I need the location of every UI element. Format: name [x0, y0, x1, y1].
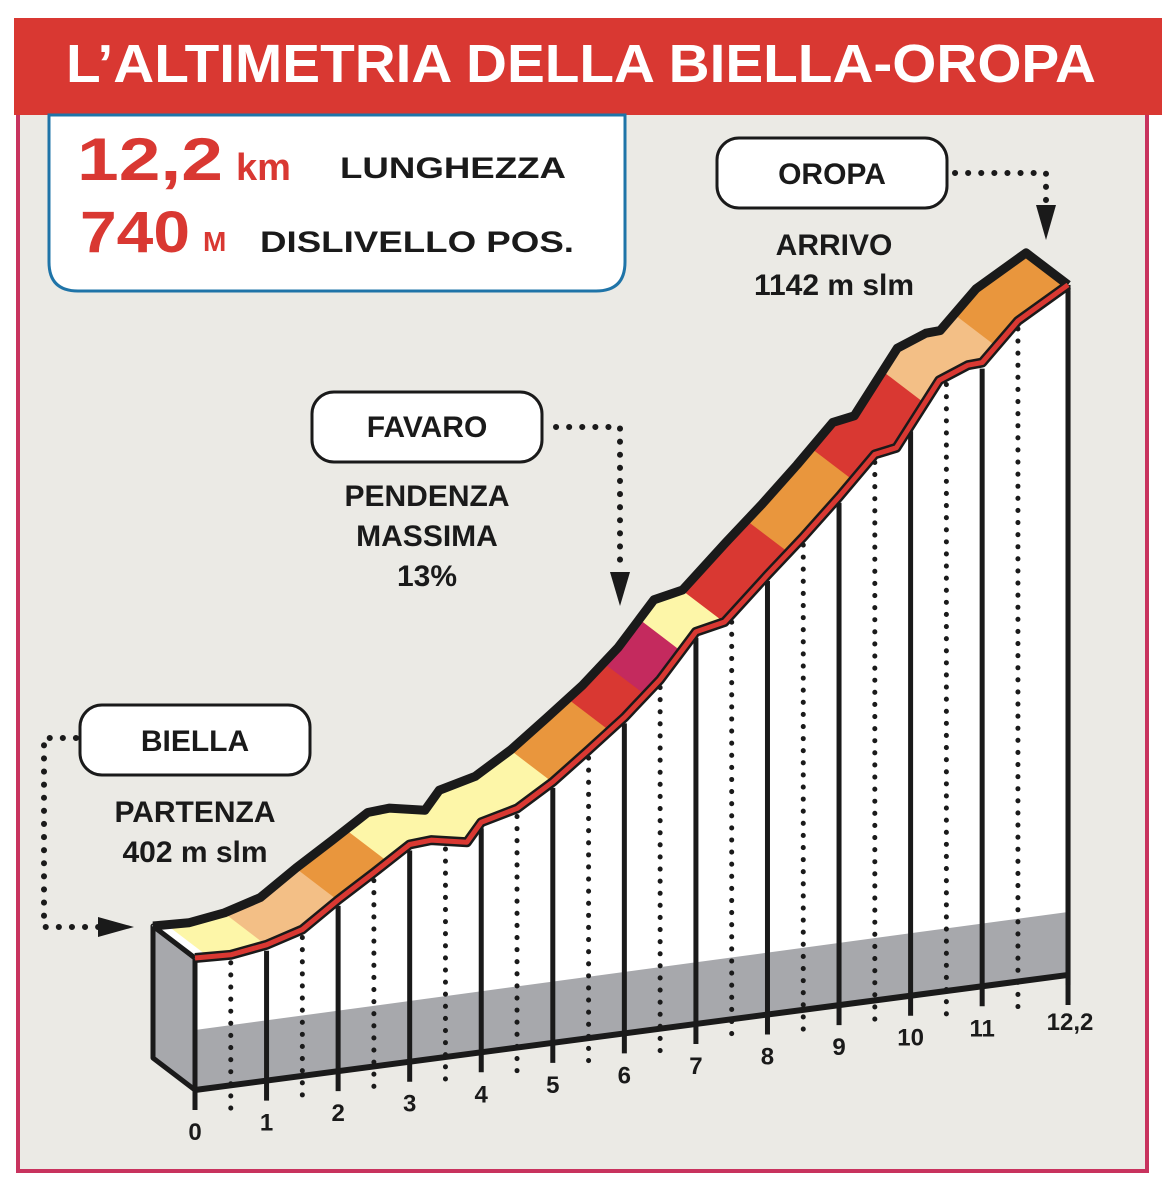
callout-mid: FAVARO PENDENZA MASSIMA 13%	[310, 390, 630, 606]
summary-box: 12,2 km LUNGHEZZA 740 M DISLIVELLO POS.	[47, 113, 627, 293]
arrow-icon	[98, 917, 134, 937]
callout-mid-line3: 13%	[397, 560, 457, 593]
callout-start-line2: 402 m slm	[122, 836, 267, 869]
elevation-profile: 0 1 2 3 4 5 6 7 8 9 10 11 12,2	[150, 248, 1094, 1146]
length-unit: km	[236, 147, 291, 189]
x-tick-label: 9	[832, 1034, 845, 1061]
x-tick-label: 2	[331, 1100, 344, 1127]
base-band	[195, 911, 1069, 1090]
callout-start-line1: PARTENZA	[114, 796, 275, 829]
arrow-icon	[610, 572, 630, 606]
profile-line	[194, 282, 1070, 961]
x-tick-label: 7	[689, 1053, 702, 1080]
callout-mid-line1: PENDENZA	[344, 480, 509, 513]
callout-end-name: OROPA	[778, 158, 886, 191]
callout-mid-name: FAVARO	[367, 411, 488, 444]
x-tick-label: 6	[618, 1062, 631, 1089]
baseline	[194, 971, 1069, 1093]
arrow-icon	[1036, 205, 1056, 240]
title-bar	[14, 18, 1162, 115]
length-value: 12,2	[77, 126, 223, 193]
x-tick-label: 0	[188, 1119, 201, 1146]
climb-unit: M	[203, 226, 226, 257]
start-top-edge	[151, 924, 197, 960]
profile-top-edge	[152, 248, 1071, 931]
x-tick-label: 12,2	[1047, 1009, 1094, 1036]
callout-mid-line2: MASSIMA	[356, 520, 498, 553]
page-title: L’ALTIMETRIA DELLA BIELLA-OROPA	[66, 34, 1096, 94]
callout-start-name: BIELLA	[141, 725, 249, 758]
callout-end: OROPA ARRIVO 1142 m slm	[715, 136, 1056, 302]
x-tick-label: 11	[969, 1015, 994, 1042]
x-tick-label: 4	[475, 1081, 489, 1108]
x-tick-label: 1	[260, 1110, 273, 1137]
x-tick-label: 10	[897, 1025, 924, 1052]
climb-label: DISLIVELLO POS.	[260, 226, 574, 259]
callout-end-line1: ARRIVO	[776, 229, 893, 262]
x-tick-label: 5	[546, 1072, 559, 1099]
climb-value: 740	[80, 200, 190, 265]
callout-end-line2: 1142 m slm	[754, 269, 914, 302]
callout-start: BIELLA PARTENZA 402 m slm	[41, 703, 312, 937]
x-tick-label: 3	[403, 1091, 416, 1118]
x-tick-label: 8	[761, 1044, 774, 1071]
length-label: LUNGHEZZA	[340, 152, 566, 185]
